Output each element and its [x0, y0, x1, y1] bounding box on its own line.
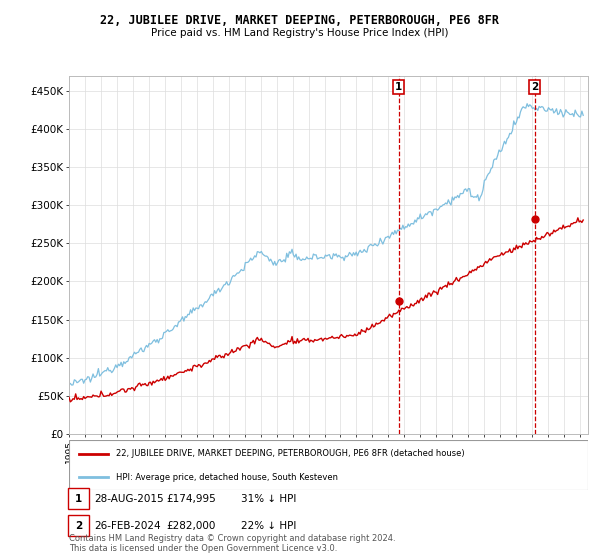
Text: 1: 1 — [75, 494, 82, 503]
Text: Price paid vs. HM Land Registry's House Price Index (HPI): Price paid vs. HM Land Registry's House … — [151, 28, 449, 38]
Text: £174,995: £174,995 — [166, 494, 216, 503]
Text: 2: 2 — [75, 521, 82, 530]
Text: £282,000: £282,000 — [166, 521, 215, 530]
Text: 2: 2 — [531, 82, 538, 92]
Text: HPI: Average price, detached house, South Kesteven: HPI: Average price, detached house, Sout… — [116, 473, 338, 482]
Text: 22, JUBILEE DRIVE, MARKET DEEPING, PETERBOROUGH, PE6 8FR: 22, JUBILEE DRIVE, MARKET DEEPING, PETER… — [101, 14, 499, 27]
Text: Contains HM Land Registry data © Crown copyright and database right 2024.
This d: Contains HM Land Registry data © Crown c… — [69, 534, 395, 553]
Text: 22, JUBILEE DRIVE, MARKET DEEPING, PETERBOROUGH, PE6 8FR (detached house): 22, JUBILEE DRIVE, MARKET DEEPING, PETER… — [116, 449, 464, 458]
FancyBboxPatch shape — [69, 440, 588, 490]
Text: 28-AUG-2015: 28-AUG-2015 — [94, 494, 164, 503]
Text: 22% ↓ HPI: 22% ↓ HPI — [241, 521, 296, 530]
Text: 1: 1 — [395, 82, 403, 92]
Text: 31% ↓ HPI: 31% ↓ HPI — [241, 494, 296, 503]
Text: 26-FEB-2024: 26-FEB-2024 — [94, 521, 161, 530]
